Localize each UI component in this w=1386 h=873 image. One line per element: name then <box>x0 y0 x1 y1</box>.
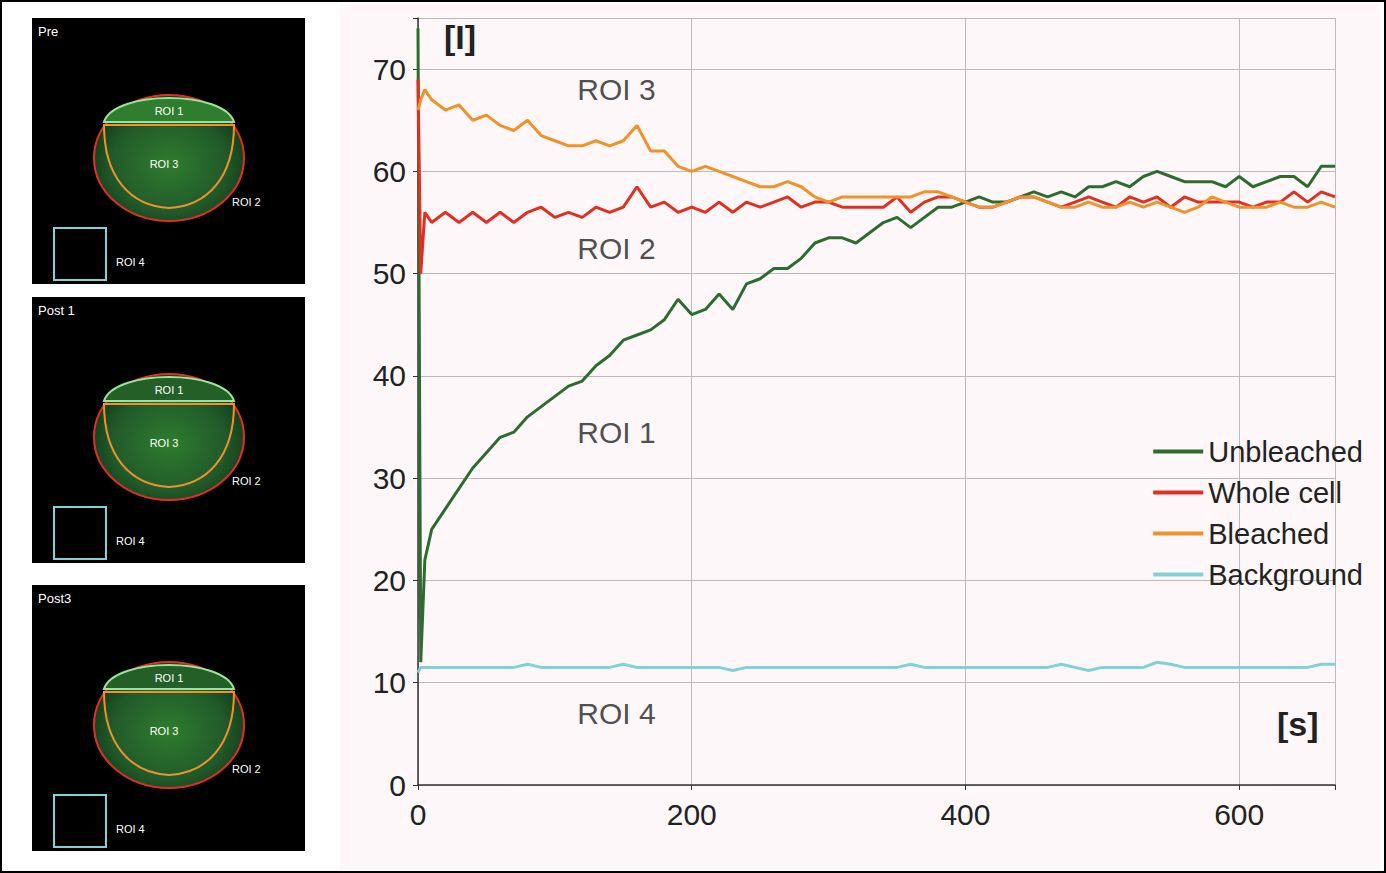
svg-text:ROI 2: ROI 2 <box>232 763 261 775</box>
svg-text:ROI 4: ROI 4 <box>116 535 145 547</box>
svg-text:60: 60 <box>373 155 406 188</box>
svg-text:70: 70 <box>373 53 406 86</box>
svg-text:40: 40 <box>373 359 406 392</box>
svg-text:ROI 2: ROI 2 <box>232 475 261 487</box>
svg-text:ROI 4: ROI 4 <box>116 256 145 268</box>
svg-text:ROI 1: ROI 1 <box>155 384 184 396</box>
svg-text:400: 400 <box>940 798 990 831</box>
svg-text:ROI 4: ROI 4 <box>116 823 145 835</box>
svg-text:50: 50 <box>373 257 406 290</box>
svg-text:[s]: [s] <box>1277 705 1319 743</box>
svg-text:Post 1: Post 1 <box>38 303 75 318</box>
svg-text:Post3: Post3 <box>38 591 71 606</box>
svg-text:ROI 3: ROI 3 <box>150 437 179 449</box>
svg-text:200: 200 <box>667 798 717 831</box>
svg-text:ROI 4: ROI 4 <box>577 697 655 730</box>
svg-text:0: 0 <box>410 798 427 831</box>
svg-text:ROI 2: ROI 2 <box>577 232 655 265</box>
svg-text:Pre: Pre <box>38 24 58 39</box>
svg-text:30: 30 <box>373 462 406 495</box>
svg-text:ROI 3: ROI 3 <box>150 158 179 170</box>
svg-text:[I]: [I] <box>444 18 476 56</box>
svg-text:600: 600 <box>1214 798 1264 831</box>
svg-text:0: 0 <box>389 769 406 802</box>
svg-text:ROI 1: ROI 1 <box>155 105 184 117</box>
svg-text:Unbleached: Unbleached <box>1208 436 1363 468</box>
svg-text:ROI 1: ROI 1 <box>577 416 655 449</box>
svg-text:ROI 2: ROI 2 <box>232 196 261 208</box>
svg-text:Background: Background <box>1208 559 1363 591</box>
svg-text:Whole cell: Whole cell <box>1208 477 1342 509</box>
svg-text:Bleached: Bleached <box>1208 518 1329 550</box>
svg-text:ROI 3: ROI 3 <box>577 73 655 106</box>
svg-text:ROI 1: ROI 1 <box>155 672 184 684</box>
svg-text:20: 20 <box>373 564 406 597</box>
svg-text:10: 10 <box>373 666 406 699</box>
svg-text:ROI 3: ROI 3 <box>150 725 179 737</box>
